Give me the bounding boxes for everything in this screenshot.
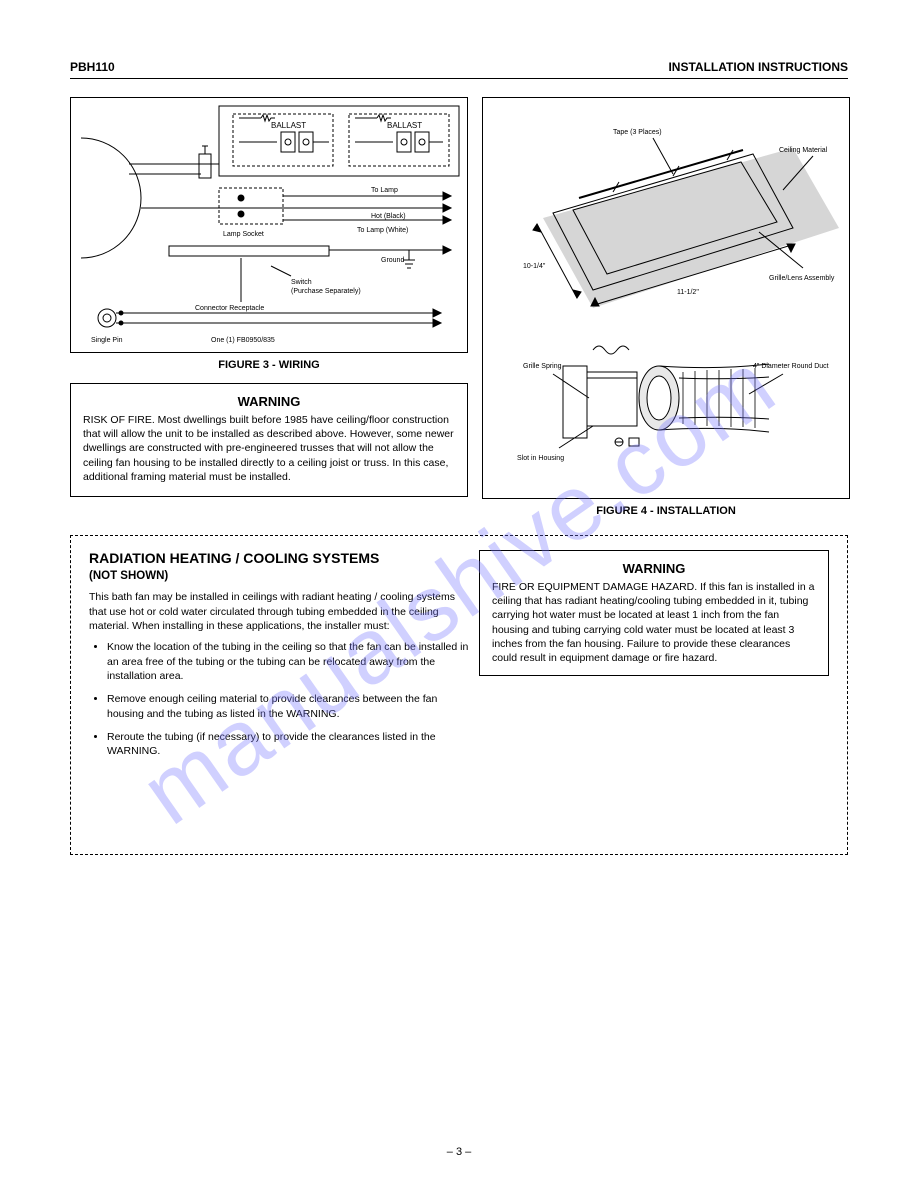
rhc-para1: This bath fan may be installed in ceilin… (89, 591, 455, 632)
rhc-warn-title: WARNING (492, 561, 816, 576)
svg-text:4" Diameter Round Duct: 4" Diameter Round Duct (753, 363, 829, 370)
install-diagram-svg: Tape (3 Places) Ceiling Material Grille/… (483, 98, 851, 500)
svg-text:BALLAST: BALLAST (271, 121, 306, 130)
rhc-warn-text: FIRE OR EQUIPMENT DAMAGE HAZARD. If this… (492, 580, 816, 665)
rhc-bullet-3: Reroute the tubing (if necessary) to pro… (107, 730, 469, 759)
header-code: PBH110 (70, 60, 115, 74)
svg-text:Grille Spring: Grille Spring (523, 363, 562, 370)
warning1-text: RISK OF FIRE. Most dwellings built befor… (83, 413, 455, 484)
rhc-body: This bath fan may be installed in ceilin… (89, 590, 469, 759)
svg-text:Ground: Ground (381, 257, 404, 264)
svg-text:(Purchase Separately): (Purchase Separately) (291, 288, 361, 295)
svg-text:Single Pin: Single Pin (91, 337, 123, 344)
left-column: BALLAST BALLAST (70, 97, 468, 517)
rhc-bullets: Know the location of the tubing in the c… (107, 640, 469, 759)
svg-text:BALLAST: BALLAST (387, 121, 422, 130)
svg-text:To Lamp (White): To Lamp (White) (357, 227, 408, 234)
rhc-warning-box: WARNING FIRE OR EQUIPMENT DAMAGE HAZARD.… (479, 550, 829, 676)
figure-install: Tape (3 Places) Ceiling Material Grille/… (482, 97, 850, 499)
rhc-section: RADIATION HEATING / COOLING SYSTEMS (NOT… (70, 535, 848, 855)
rhc-bullet-1: Know the location of the tubing in the c… (107, 640, 469, 684)
svg-text:One (1) FB0950/835: One (1) FB0950/835 (211, 337, 275, 344)
figure-wiring: BALLAST BALLAST (70, 97, 468, 353)
svg-text:Switch: Switch (291, 279, 312, 286)
right-column: Tape (3 Places) Ceiling Material Grille/… (482, 97, 850, 517)
svg-text:Hot (Black): Hot (Black) (371, 213, 406, 220)
figure-wiring-caption: FIGURE 3 - WIRING (70, 359, 468, 371)
svg-text:Connector Receptacle: Connector Receptacle (195, 305, 264, 312)
svg-text:Grille/Lens Assembly: Grille/Lens Assembly (769, 275, 835, 282)
figure-install-caption: FIGURE 4 - INSTALLATION (482, 505, 850, 517)
svg-text:10-1/4": 10-1/4" (523, 263, 546, 270)
svg-text:11-1/2": 11-1/2" (677, 289, 699, 296)
rhc-bullet-2: Remove enough ceiling material to provid… (107, 692, 469, 721)
wiring-diagram-svg: BALLAST BALLAST (71, 98, 469, 354)
header-row: PBH110 INSTALLATION INSTRUCTIONS (70, 60, 848, 79)
page-footer: – 3 – (0, 1146, 918, 1158)
header-title: INSTALLATION INSTRUCTIONS (668, 60, 848, 74)
top-row: BALLAST BALLAST (70, 97, 848, 517)
warning1-title: WARNING (83, 394, 455, 409)
svg-text:Slot in Housing: Slot in Housing (517, 455, 564, 462)
svg-text:Lamp Socket: Lamp Socket (223, 231, 264, 238)
svg-text:Tape (3 Places): Tape (3 Places) (613, 129, 662, 136)
svg-text:To Lamp: To Lamp (371, 187, 398, 194)
svg-text:Ceiling Material: Ceiling Material (779, 147, 828, 154)
warning-box-1: WARNING RISK OF FIRE. Most dwellings bui… (70, 383, 468, 497)
